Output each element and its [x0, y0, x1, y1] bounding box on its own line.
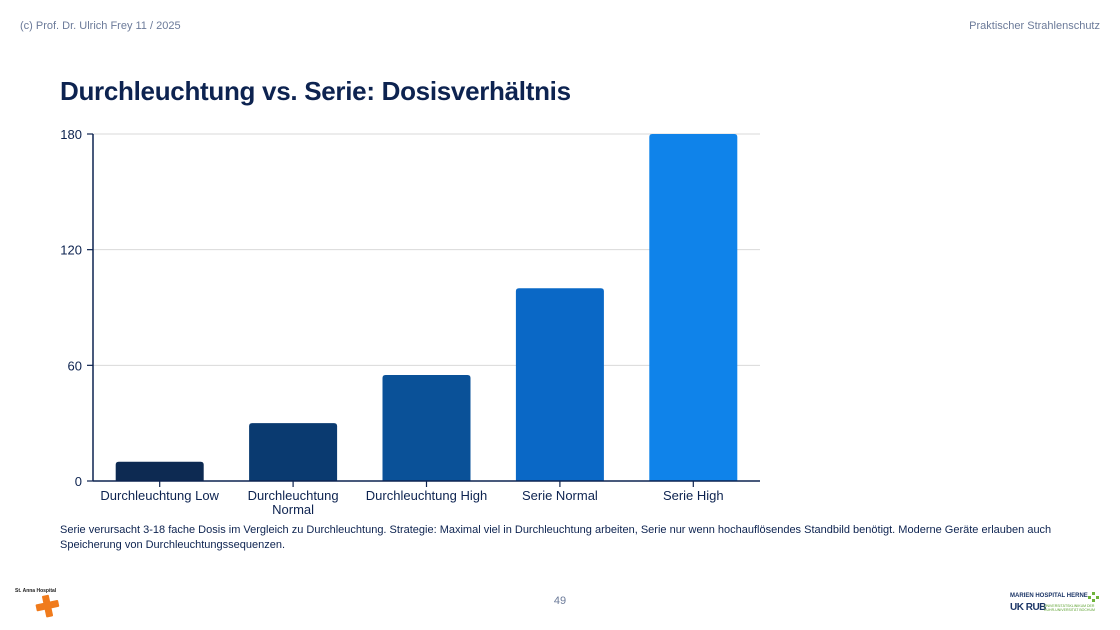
marien-hospital-logo: MARIEN HOSPITAL HERNE UK RUB UNIVERSITÄT… [1010, 592, 1100, 616]
marien-hospital-text: MARIEN HOSPITAL HERNE [1010, 593, 1088, 599]
st-anna-logo-text: St. Anna Hospital [15, 588, 57, 594]
bar [249, 423, 338, 481]
copyright-header: (c) Prof. Dr. Ulrich Frey 11 / 2025 [20, 20, 181, 32]
slide-title: Durchleuchtung vs. Serie: Dosisverhältni… [60, 76, 571, 106]
course-title-header: Praktischer Strahlenschutz [969, 20, 1100, 32]
caption-text: Serie verursacht 3-18 fache Dosis im Ver… [60, 524, 1052, 551]
bar-chart: 0 60 120 180 Durchleuchtung Low Durchleuchtun… [60, 127, 760, 517]
x-tick-label: Durchleuchtung [248, 488, 339, 503]
bar [649, 134, 738, 481]
bar [382, 374, 471, 481]
x-tick-label: Durchleuchtung Low [100, 488, 219, 503]
y-tick-label: 0 [75, 474, 82, 489]
bars [115, 134, 738, 481]
ukrub-text: UK RUB [1010, 602, 1046, 613]
x-tick-label: Serie High [663, 488, 724, 503]
bar [515, 288, 604, 481]
y-tick-label: 120 [60, 243, 82, 258]
x-tick-label: Durchleuchtung High [366, 488, 487, 503]
green-cross-icon [1088, 592, 1099, 602]
grid-lines [93, 133, 760, 366]
axes [87, 133, 760, 487]
orange-cross-icon [35, 594, 60, 618]
page-number: 49 [553, 595, 567, 607]
y-tick-label: 60 [68, 358, 82, 373]
tick-labels: 0 60 120 180 Durchleuchtung Low Durchleuchtun… [60, 127, 723, 517]
x-tick-label: Serie Normal [522, 488, 598, 503]
bar [115, 461, 204, 481]
ukrub-subtitle: UNIVERSITÄTSKLINIKUM DER RUHR-UNIVERSITÄ… [1044, 604, 1095, 612]
x-tick-label: Normal [272, 502, 314, 517]
y-tick-label: 180 [60, 127, 82, 142]
